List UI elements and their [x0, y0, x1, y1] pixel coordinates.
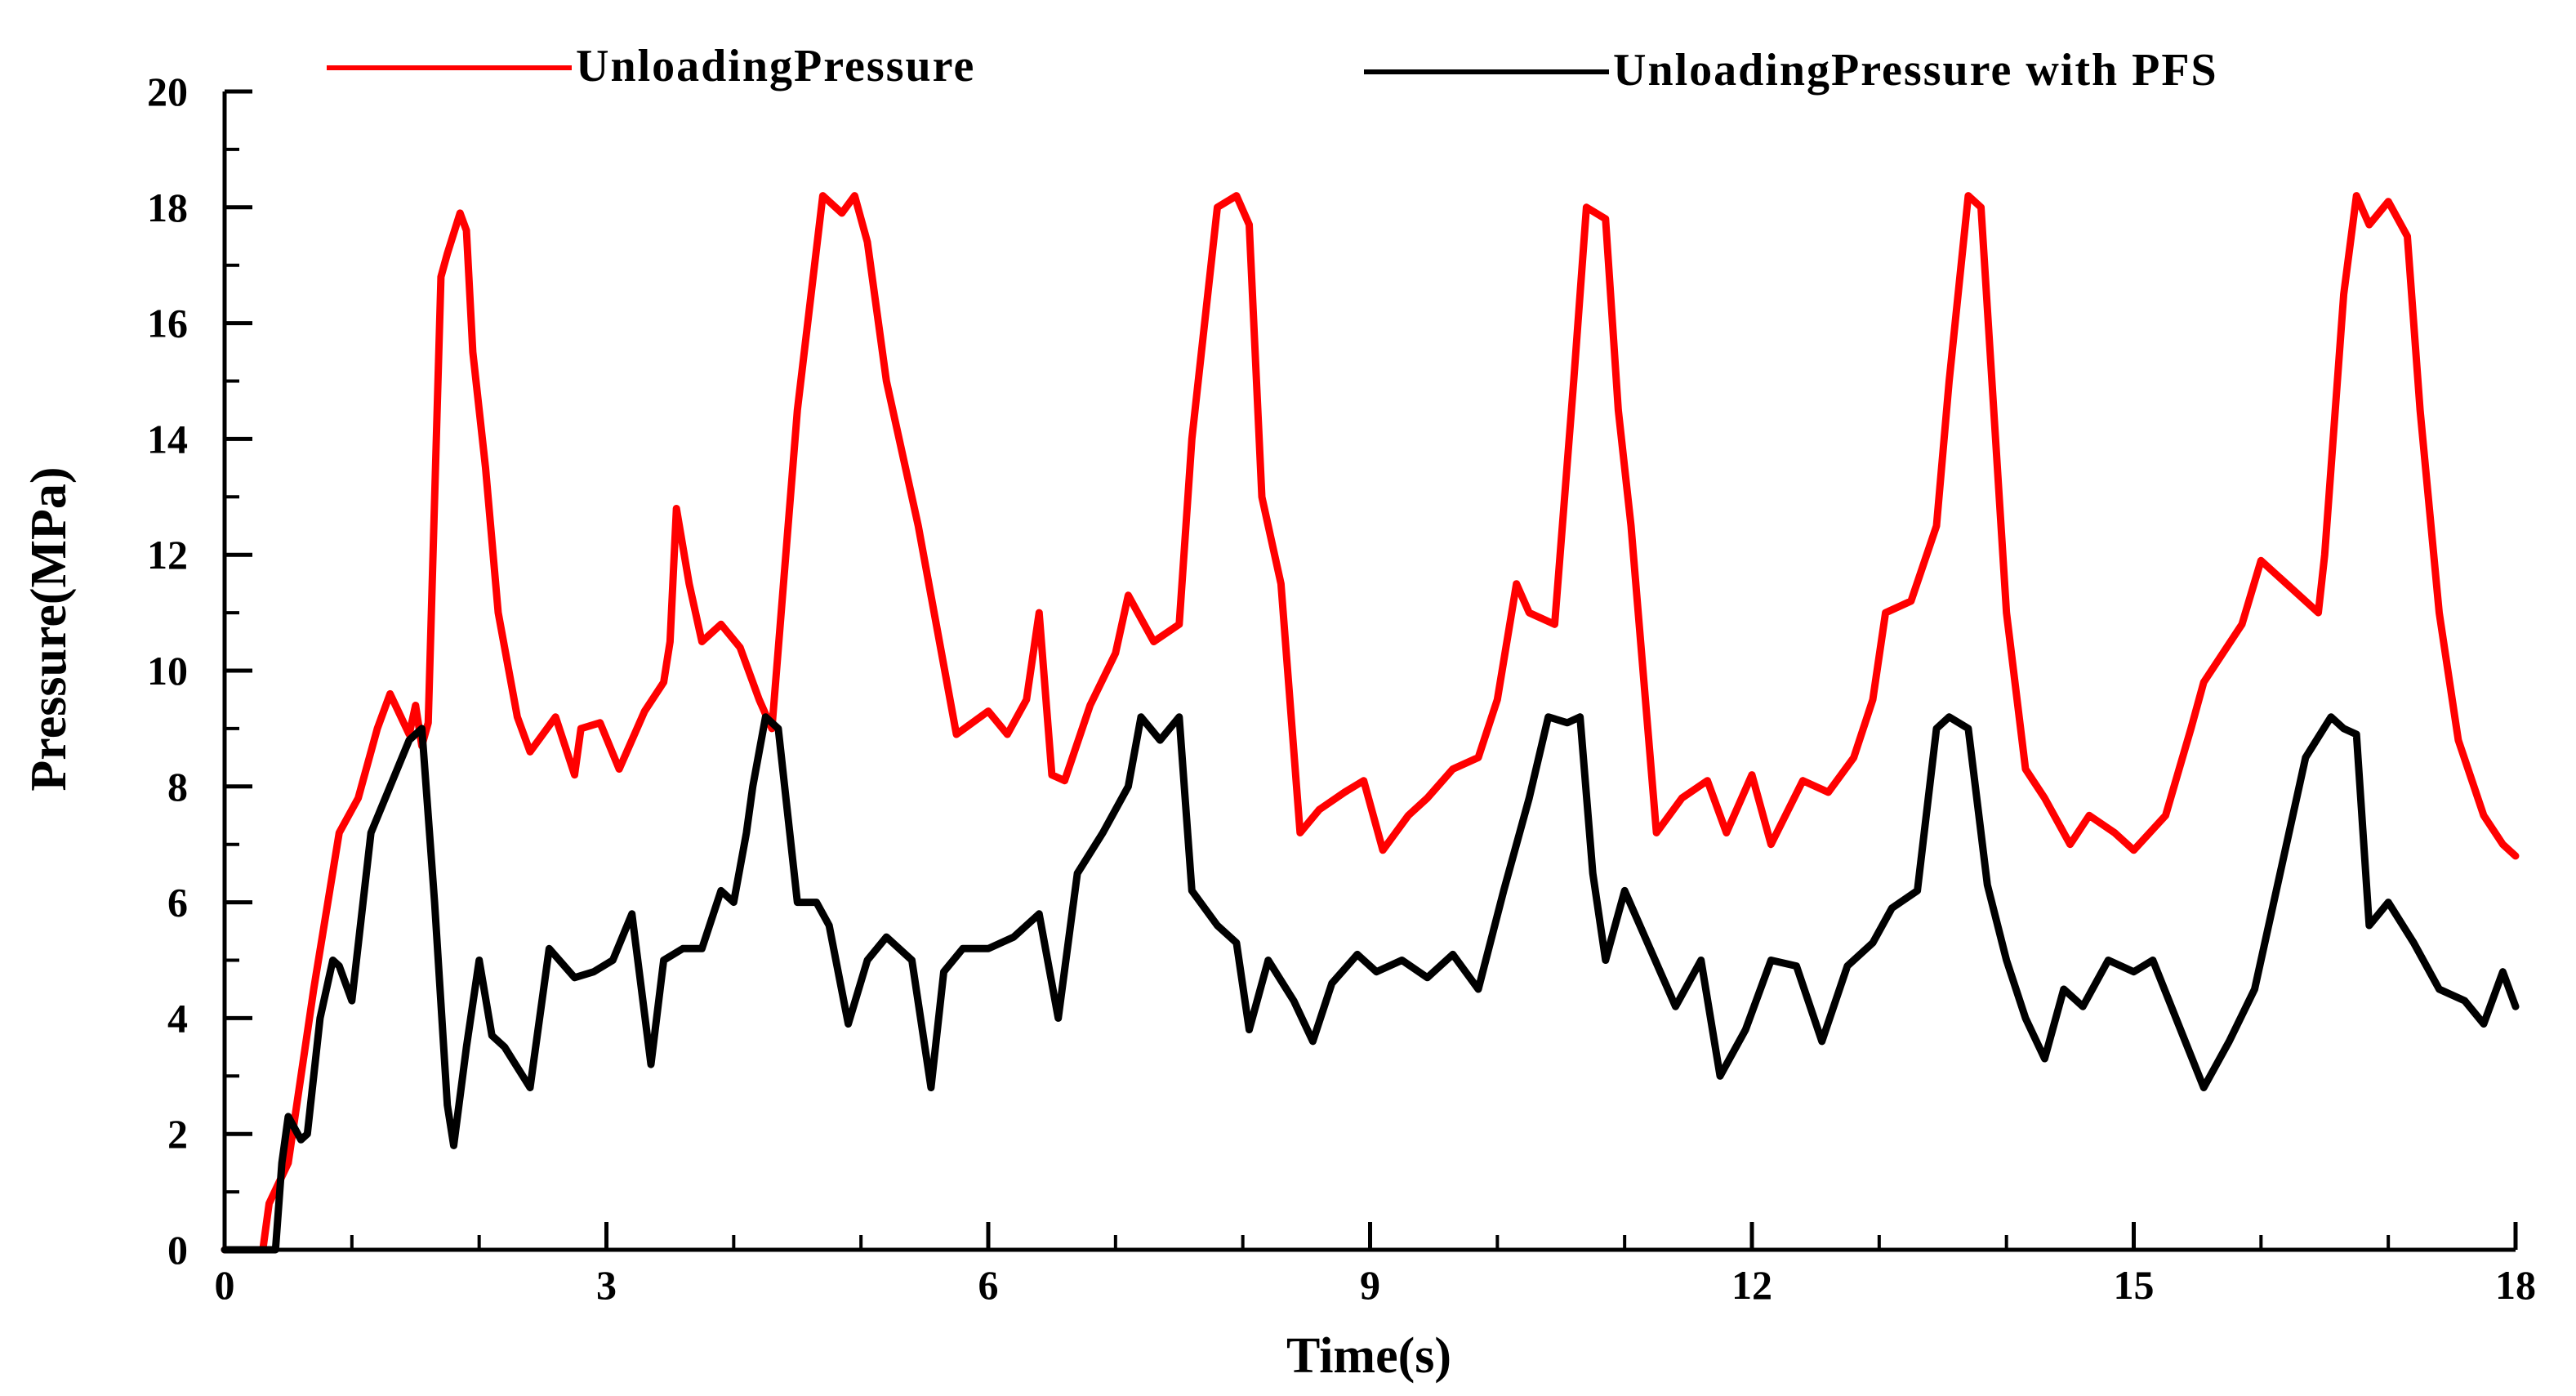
y-tick-label: 14 [147, 416, 188, 462]
legend: UnloadingPressure UnloadingPressure with … [327, 41, 2218, 96]
y-tick-label: 2 [167, 1111, 188, 1157]
series-layer [221, 192, 2520, 1254]
x-tick-label: 6 [978, 1262, 999, 1308]
y-tick-label: 8 [167, 764, 188, 810]
legend-label: UnloadingPressure with PFS [1613, 45, 2218, 96]
x-tick-label: 12 [1731, 1262, 1772, 1308]
series-unloading-pressure-pfs-line [221, 713, 2520, 1254]
y-tick-label: 10 [147, 648, 188, 694]
y-axis-title: Pressure(MPa) [21, 466, 77, 791]
x-axis-title: Time(s) [1286, 1328, 1451, 1384]
legend-label: UnloadingPressure [576, 41, 975, 91]
x-tick-label: 3 [596, 1262, 617, 1308]
y-tick-label: 12 [147, 532, 188, 578]
axes-layer: 0 2 4 6 8 10 12 14 16 18 20 0 3 6 9 12 15 18 [147, 69, 2536, 1308]
y-tick-label: 18 [147, 185, 188, 230]
x-tick-label: 15 [2114, 1262, 2155, 1308]
y-tick-label: 0 [167, 1227, 188, 1273]
x-tick-label: 0 [215, 1262, 235, 1308]
y-tick-label: 4 [167, 995, 188, 1041]
y-tick-label: 20 [147, 69, 188, 114]
y-tick-label: 16 [147, 301, 188, 346]
x-tick-label: 18 [2495, 1262, 2536, 1308]
y-tick-label: 6 [167, 880, 188, 925]
x-tick-label: 9 [1360, 1262, 1380, 1308]
series-unloading-pressure-line [221, 192, 2520, 1254]
